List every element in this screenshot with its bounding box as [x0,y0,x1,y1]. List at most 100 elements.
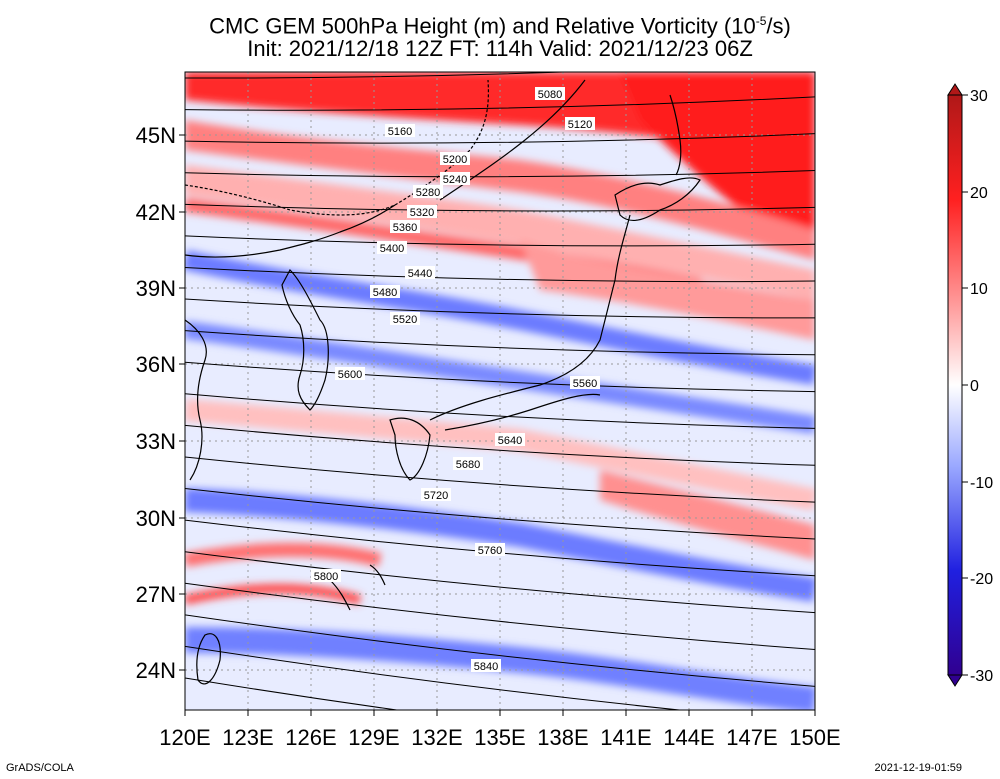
height-contour-line [185,266,815,283]
coastlines [185,79,701,685]
latitude-axis: 45N 42N 39N 36N 33N 30N 27N 24N [136,123,185,683]
contour-label: 5400 [380,243,404,255]
height-contour-line [185,645,685,710]
lat-label: 30N [136,506,176,531]
height-contour-line [185,235,815,247]
lon-label: 123E [222,725,273,750]
contour-label: 5800 [314,571,338,583]
height-contour-line [185,582,815,650]
lon-label: 150E [789,725,840,750]
lat-label: 33N [136,429,176,454]
contour-label-bg [405,266,435,279]
lat-label: 27N [136,582,176,607]
colorbar-label: -10 [970,475,993,492]
contour-label: 5360 [393,222,417,234]
title-exponent: -5 [755,14,767,28]
lat-label: 36N [136,352,176,377]
lon-label: 129E [348,725,399,750]
lon-label: 141E [600,725,651,750]
contour-label-bg [475,543,505,556]
colorbar-bottom-arrow [947,674,963,687]
colorbar-label: -30 [970,668,993,685]
height-contour-line [185,170,815,178]
height-contour-line [185,677,401,710]
contour-label-bg [495,433,525,446]
contour-label: 5520 [393,314,417,326]
lon-label: 126E [285,725,336,750]
contour-label: 5480 [373,287,397,299]
contour-label: 5240 [443,174,467,186]
contour-label-bg [421,488,451,501]
colorbar-label: 20 [970,185,988,202]
contour-label-bg [377,241,407,254]
contour-label: 5600 [338,369,362,381]
colorbar-fill [947,94,963,676]
lat-label: 39N [136,276,176,301]
height-contour-line [185,330,815,356]
contour-label: 5120 [568,119,592,131]
height-contour-line [185,72,577,79]
height-contour-line [185,298,815,319]
contour-label-bg [311,569,341,582]
contour-label: 5640 [498,435,522,447]
lon-label: 144E [663,725,714,750]
height-contour-line [185,133,815,144]
contour-label: 5560 [573,378,597,390]
footer-credit: GrADS/COLA [6,762,74,774]
colorbar-labels: 30 20 10 0 -10 -20 -30 [962,88,993,685]
colorbar-label: 10 [970,281,988,298]
contour-label-bg [565,117,595,130]
contour-label-bg [385,124,415,137]
contour-label: 5080 [538,89,562,101]
lat-label: 42N [136,200,176,225]
height-contour-line [185,361,815,393]
contour-label: 5200 [443,154,467,166]
lon-label: 135E [474,725,525,750]
contour-label-bg [440,172,470,185]
colorbar: 30 20 10 0 -10 -20 -30 [947,83,993,687]
chart-subtitle: Init: 2021/12/18 12Z FT: 114h Valid: 202… [247,36,753,61]
lon-label: 138E [537,725,588,750]
contour-label-bg [370,285,400,298]
contour-label-bg [335,367,365,380]
contour-label: 5680 [456,459,480,471]
colorbar-label: -20 [970,571,993,588]
contour-label: 5160 [388,126,412,138]
contour-label: 5440 [408,268,432,280]
contour-label: 5280 [416,187,440,199]
lat-label: 45N [136,123,176,148]
height-contour-line [185,488,815,540]
contour-label: 5320 [410,207,434,219]
height-contour-line [185,456,815,503]
contour-label: 5840 [474,661,498,673]
contour-label-bg [471,659,501,672]
lon-label: 120E [159,725,210,750]
colorbar-label: 0 [970,378,979,395]
footer-timestamp: 2021-12-19-01:59 [874,762,962,774]
chart-title: CMC GEM 500hPa Height (m) and Relative V… [209,13,791,39]
height-contour-line [185,393,815,429]
contour-label-bg [453,457,483,470]
height-contour-line [185,203,815,212]
height-contour-line [185,424,815,466]
longitude-axis: 120E 123E 126E 129E 132E 135E 138E 141E 144E 147E… [159,710,841,750]
height-contour-line [185,551,815,614]
contour-label-bg [390,220,420,233]
lat-lon-grid [185,72,815,710]
contour-label-bg [440,152,470,165]
height-contour-line [185,96,815,111]
colorbar-top-arrow [947,83,963,96]
contour-label: 5760 [478,545,502,557]
lat-label: 24N [136,658,176,683]
contour-label-bg [407,205,437,218]
contour-label-bg [413,185,443,198]
colorbar-label: 30 [970,88,988,105]
contour-label-bg [535,87,565,100]
contour-label-bg [390,312,420,325]
lon-label: 132E [411,725,462,750]
lon-label: 147E [726,725,777,750]
contour-label-bg [570,376,600,389]
contour-label: 5720 [424,490,448,502]
